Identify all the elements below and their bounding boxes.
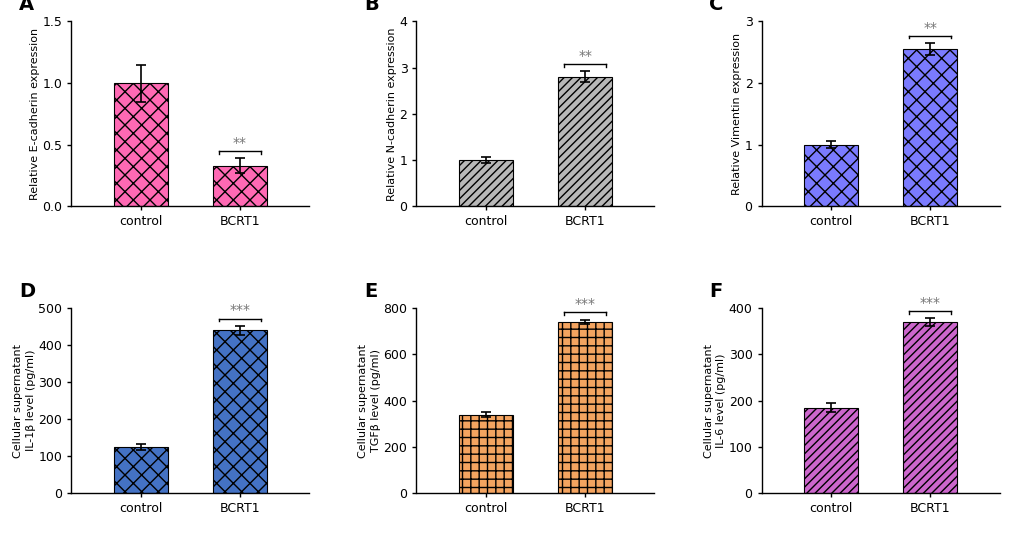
Y-axis label: Relative E-cadherin expression: Relative E-cadherin expression bbox=[30, 28, 40, 200]
Bar bbox=[459, 160, 513, 206]
Text: D: D bbox=[19, 282, 35, 301]
Text: E: E bbox=[364, 282, 377, 301]
Text: **: ** bbox=[578, 49, 591, 63]
Bar bbox=[113, 447, 168, 493]
Bar bbox=[213, 166, 267, 206]
Y-axis label: Cellular supernatant
IL-1β level (pg/ml): Cellular supernatant IL-1β level (pg/ml) bbox=[13, 344, 36, 458]
Text: ***: *** bbox=[229, 303, 251, 317]
Bar bbox=[902, 322, 957, 493]
Bar bbox=[459, 414, 513, 493]
Y-axis label: Cellular supernatant
IL-6 level (pg/ml): Cellular supernatant IL-6 level (pg/ml) bbox=[703, 344, 726, 458]
Text: C: C bbox=[708, 0, 722, 14]
Text: ***: *** bbox=[919, 296, 940, 310]
Bar bbox=[113, 83, 168, 206]
Text: F: F bbox=[708, 282, 721, 301]
Y-axis label: Relative Vimentin expression: Relative Vimentin expression bbox=[731, 33, 741, 195]
Bar bbox=[557, 77, 611, 206]
Bar bbox=[803, 145, 857, 206]
Text: A: A bbox=[19, 0, 34, 14]
Y-axis label: Relative N-cadherin expression: Relative N-cadherin expression bbox=[386, 27, 396, 200]
Text: **: ** bbox=[232, 136, 247, 150]
Text: **: ** bbox=[922, 20, 936, 34]
Bar bbox=[902, 49, 957, 206]
Text: ***: *** bbox=[574, 297, 595, 311]
Text: B: B bbox=[364, 0, 378, 14]
Y-axis label: Cellular supernatant
TGFβ level (pg/ml): Cellular supernatant TGFβ level (pg/ml) bbox=[358, 344, 380, 458]
Bar bbox=[557, 322, 611, 493]
Bar bbox=[803, 407, 857, 493]
Bar bbox=[213, 330, 267, 493]
